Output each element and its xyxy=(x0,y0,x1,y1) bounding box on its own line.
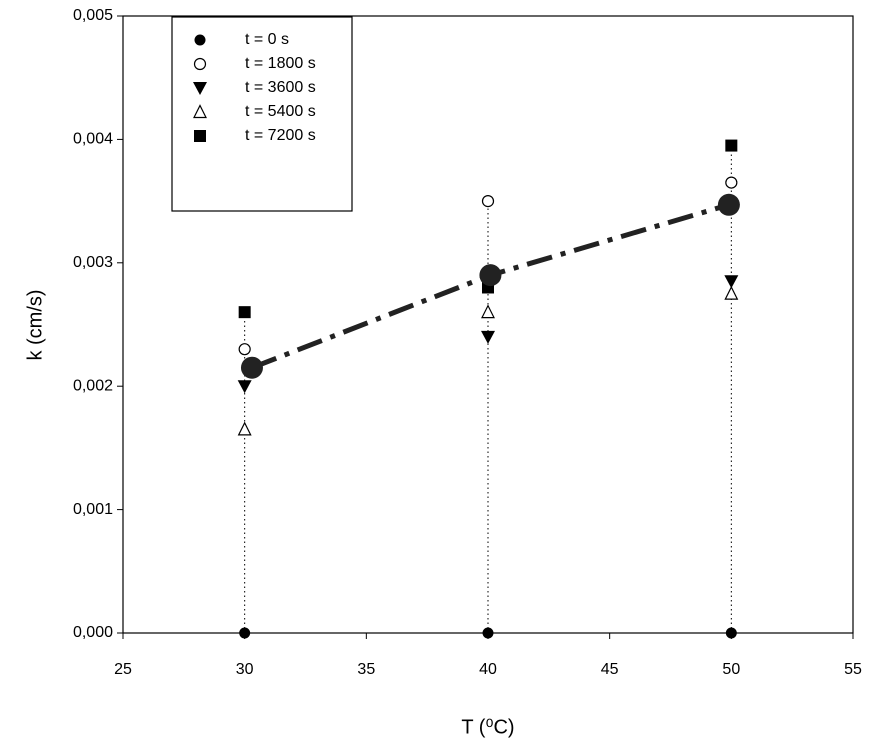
y-tick-label: 0,003 xyxy=(73,254,113,271)
marker xyxy=(238,343,251,356)
legend-label: t = 5400 s xyxy=(245,103,316,120)
y-axis-title: k (cm/s) xyxy=(24,289,46,360)
x-tick-label: 50 xyxy=(722,661,740,678)
marker xyxy=(482,627,494,639)
x-tick-label: 55 xyxy=(844,661,862,678)
marker xyxy=(725,627,737,639)
marker xyxy=(481,330,495,344)
y-tick-label: 0,002 xyxy=(73,377,113,394)
y-tick-label: 0,000 xyxy=(73,624,113,641)
marker xyxy=(724,285,739,300)
marker xyxy=(479,264,502,287)
x-tick-label: 25 xyxy=(114,661,132,678)
x-tick-label: 30 xyxy=(236,661,254,678)
legend-marker xyxy=(194,130,206,142)
x-axis-title: T (⁰C) xyxy=(461,716,514,738)
legend-label: t = 7200 s xyxy=(245,127,316,144)
legend-marker xyxy=(193,57,207,71)
legend-label: t = 3600 s xyxy=(245,79,316,96)
x-tick-label: 40 xyxy=(479,661,497,678)
legend-marker xyxy=(193,82,207,95)
marker xyxy=(725,176,738,189)
marker xyxy=(481,304,495,319)
x-tick-label: 45 xyxy=(601,661,619,678)
marker xyxy=(481,195,495,208)
legend-label: t = 0 s xyxy=(245,31,289,48)
legend-box xyxy=(171,16,353,212)
marker xyxy=(725,139,738,152)
marker xyxy=(724,275,739,289)
legend-marker xyxy=(193,104,207,119)
marker xyxy=(237,421,252,436)
marker xyxy=(717,193,740,216)
legend-label: t = 1800 s xyxy=(245,55,316,72)
marker xyxy=(238,306,251,319)
y-tick-label: 0,001 xyxy=(73,501,113,518)
marker xyxy=(240,356,263,379)
marker xyxy=(237,380,252,394)
legend-marker xyxy=(194,34,206,46)
y-tick-label: 0,005 xyxy=(73,7,113,24)
y-tick-label: 0,004 xyxy=(73,131,113,148)
x-tick-label: 35 xyxy=(357,661,375,678)
marker xyxy=(239,627,251,639)
